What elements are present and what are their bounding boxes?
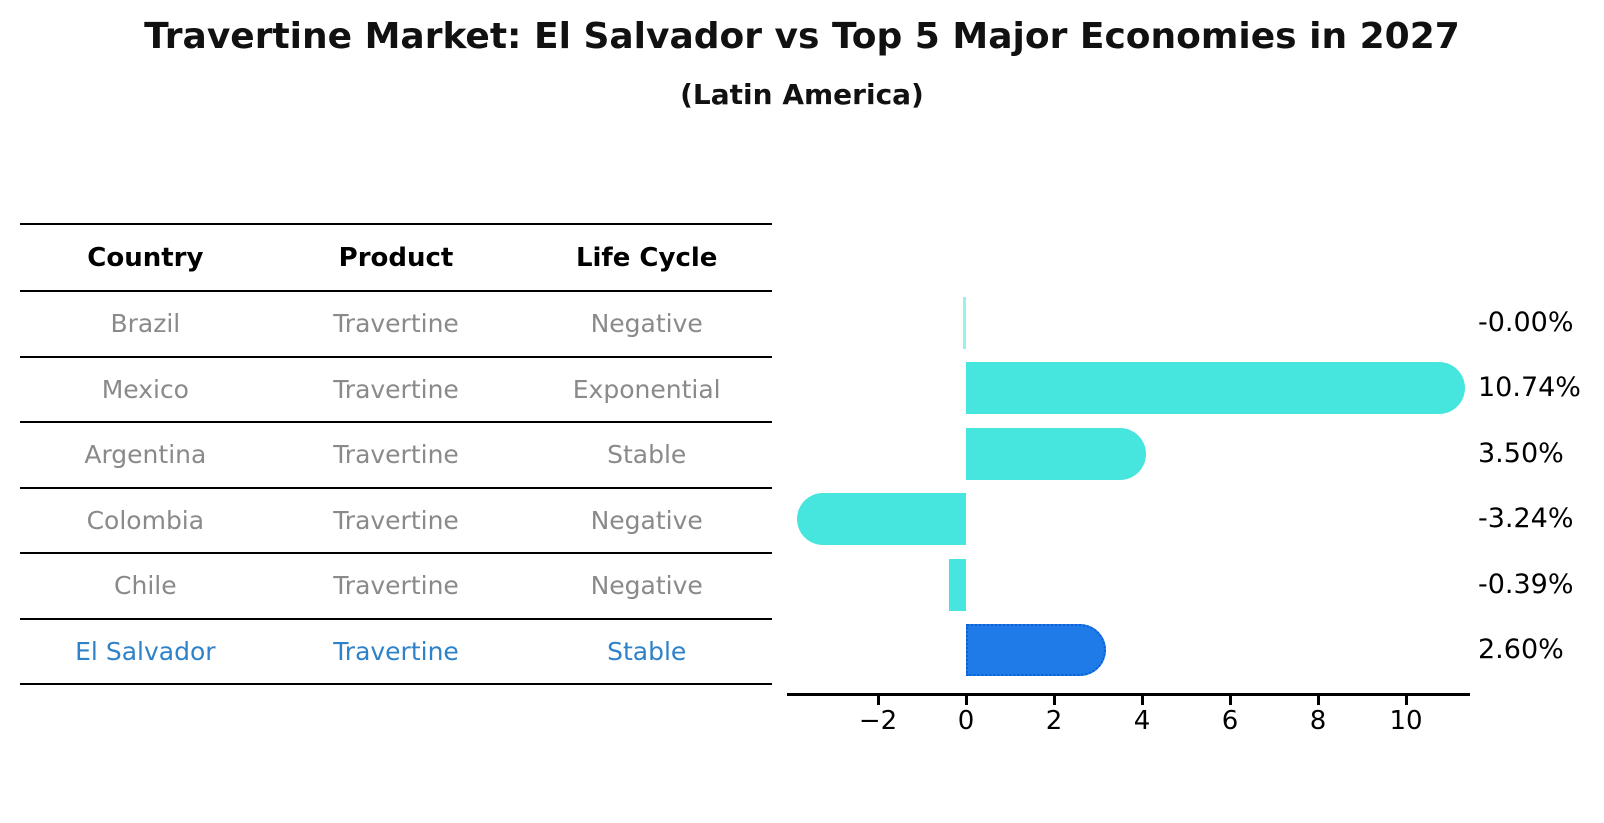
column-header-life-cycle: Life Cycle: [575, 242, 718, 273]
x-axis-tick-label: −2: [858, 706, 898, 736]
table-row-argentina: Argentina Travertine Stable: [20, 423, 772, 489]
table-row-colombia: Colombia Travertine Negative: [20, 489, 772, 554]
product-cell: Travertine: [333, 505, 459, 535]
column-header-country: Country: [87, 242, 204, 273]
table-row-chile: Chile Travertine Negative: [20, 554, 772, 620]
bar-value-label-chile: -0.39%: [1478, 568, 1574, 600]
x-axis-tick: [1317, 696, 1320, 705]
life-cycle-cell: Stable: [607, 636, 687, 666]
x-axis-tick: [965, 696, 968, 705]
chart-title: Travertine Market: El Salvador vs Top 5 …: [144, 16, 1460, 57]
chart-subtitle: (Latin America): [680, 78, 924, 111]
product-cell: Travertine: [333, 571, 459, 601]
table-row-mexico: Mexico Travertine Exponential: [20, 358, 772, 423]
life-cycle-cell: Negative: [590, 505, 703, 535]
x-axis-tick: [1229, 696, 1232, 705]
country-cell: Argentina: [84, 440, 207, 470]
country-product-table: Country Product Life Cycle Brazil Travertin…: [20, 223, 772, 685]
bar-value-label-brazil: -0.00%: [1478, 306, 1574, 338]
bar-value-label-el-salvador: 2.60%: [1478, 634, 1564, 666]
table-header-row: Country Product Life Cycle: [20, 225, 772, 292]
x-axis-tick-label: 4: [1133, 706, 1151, 736]
bar-el-salvador: [966, 624, 1107, 677]
x-axis-line: [787, 693, 1470, 696]
product-cell: Travertine: [333, 440, 459, 470]
x-axis-tick-label: 6: [1221, 706, 1239, 736]
country-cell: Chile: [114, 571, 177, 601]
x-axis-tick-label: 10: [1389, 706, 1423, 736]
life-cycle-cell: Exponential: [572, 374, 721, 404]
product-cell: Travertine: [333, 374, 459, 404]
life-cycle-cell: Stable: [607, 440, 687, 470]
bar-mexico: [966, 362, 1465, 415]
table-row-brazil: Brazil Travertine Negative: [20, 292, 772, 358]
x-axis-tick: [1405, 696, 1408, 705]
country-cell: El Salvador: [75, 636, 216, 666]
bar-argentina: [966, 427, 1146, 480]
x-axis-tick-label: 8: [1309, 706, 1327, 736]
bar-value-label-argentina: 3.50%: [1478, 437, 1564, 469]
x-axis-tick: [1053, 696, 1056, 705]
bar-value-label-colombia: -3.24%: [1478, 503, 1574, 535]
table-row-el-salvador: El Salvador Travertine Stable: [20, 620, 772, 685]
x-axis-tick: [877, 696, 880, 705]
x-axis-tick-label: 2: [1045, 706, 1063, 736]
product-cell: Travertine: [333, 636, 459, 666]
life-cycle-cell: Negative: [590, 571, 703, 601]
column-header-product: Product: [338, 242, 454, 273]
country-cell: Mexico: [101, 374, 189, 404]
x-axis-tick: [1141, 696, 1144, 705]
x-axis-tick-label: 0: [957, 706, 975, 736]
product-cell: Travertine: [333, 309, 459, 339]
country-cell: Brazil: [110, 309, 181, 339]
bar-value-label-mexico: 10.74%: [1478, 372, 1581, 404]
bar-chile: [948, 558, 966, 611]
bar-brazil: [963, 296, 966, 349]
country-cell: Colombia: [86, 505, 205, 535]
bar-colombia: [797, 493, 966, 546]
life-cycle-cell: Negative: [590, 309, 703, 339]
